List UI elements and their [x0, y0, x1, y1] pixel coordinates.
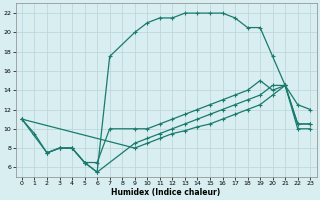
X-axis label: Humidex (Indice chaleur): Humidex (Indice chaleur) — [111, 188, 221, 197]
